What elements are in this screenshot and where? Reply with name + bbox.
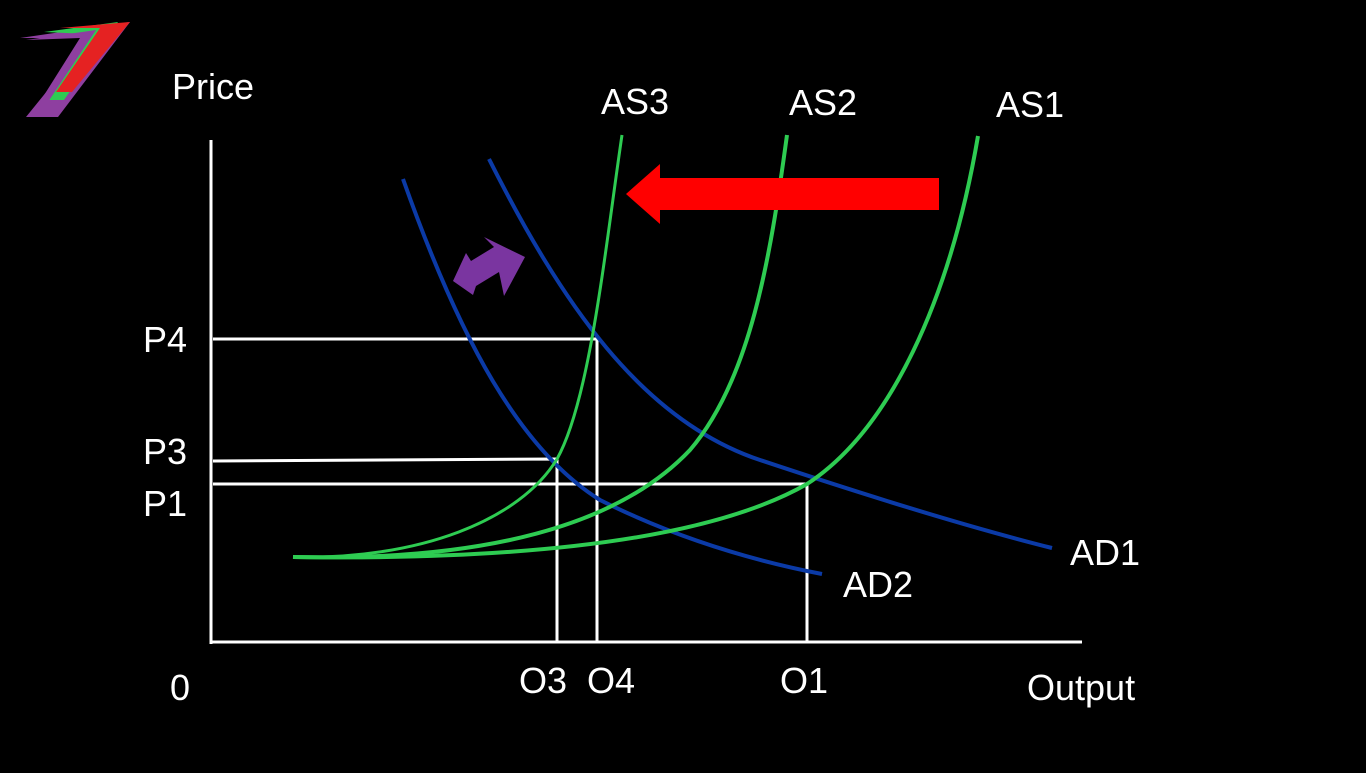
double-arrow-icon <box>453 237 525 296</box>
y-axis-label: Price <box>172 66 254 107</box>
as3-label: AS3 <box>601 81 669 122</box>
ad1-curve <box>487 158 1053 550</box>
as2-curve <box>292 134 789 560</box>
price-label-p1: P1 <box>143 483 187 524</box>
x-axis-label: Output <box>1027 667 1135 708</box>
as3-curve <box>292 134 624 559</box>
output-label-o3: O3 <box>519 660 567 701</box>
p4-guide <box>213 337 599 642</box>
price-label-p3: P3 <box>143 431 187 472</box>
as1-label: AS1 <box>996 84 1064 125</box>
price-label-p4: P4 <box>143 319 187 360</box>
left-shift-arrow-icon <box>626 164 939 224</box>
as1-curve <box>292 135 980 560</box>
ad2-label: AD2 <box>843 564 913 605</box>
guide-lines <box>212 337 809 642</box>
output-label-o1: O1 <box>780 660 828 701</box>
ad2-curve <box>401 178 823 576</box>
origin-label: 0 <box>170 667 190 708</box>
ad1-label: AD1 <box>1070 532 1140 573</box>
logo-icon <box>20 22 130 117</box>
as2-label: AS2 <box>789 82 857 123</box>
output-label-o4: O4 <box>587 660 635 701</box>
